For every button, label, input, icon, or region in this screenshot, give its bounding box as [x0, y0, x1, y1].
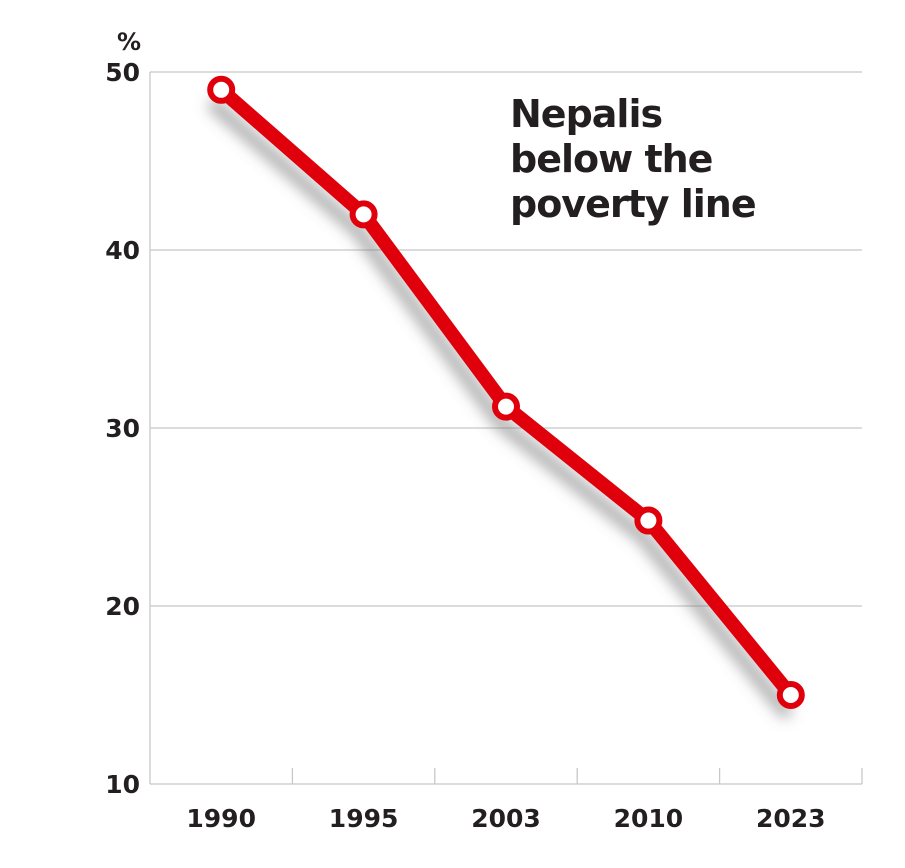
chart-title-line-2: below the [510, 137, 712, 181]
y-tick-label-20: 20 [105, 592, 140, 621]
axes [149, 72, 863, 785]
x-tick-labels: 1990 1995 2003 2010 2023 [186, 804, 825, 833]
gridlines [150, 71, 862, 607]
data-point-1995 [349, 200, 378, 229]
x-tick-label-1995: 1995 [329, 804, 399, 833]
line-shadow [208, 98, 792, 718]
data-point-2010 [634, 506, 663, 535]
y-tick-labels: 10 20 30 40 50 [105, 58, 140, 799]
data-point-markers [207, 75, 805, 709]
y-tick-label-10: 10 [105, 770, 140, 799]
x-tick-label-1990: 1990 [186, 804, 256, 833]
x-tick-label-2023: 2023 [756, 804, 826, 833]
data-point-2023 [776, 681, 805, 709]
data-point-2003 [492, 392, 520, 421]
y-tick-label-40: 40 [105, 236, 140, 265]
y-tick-label-50: 50 [105, 58, 140, 87]
y-tick-label-30: 30 [105, 414, 140, 443]
chart-title-line-3: poverty line [510, 182, 756, 226]
x-tick-label-2003: 2003 [471, 804, 541, 833]
series-line-shadow [208, 98, 792, 718]
y-axis-unit-label: % [117, 28, 141, 56]
chart-title-line-1: Nepalis [510, 92, 662, 136]
x-tick-label-2010: 2010 [614, 804, 684, 833]
data-point-1990 [207, 75, 236, 104]
